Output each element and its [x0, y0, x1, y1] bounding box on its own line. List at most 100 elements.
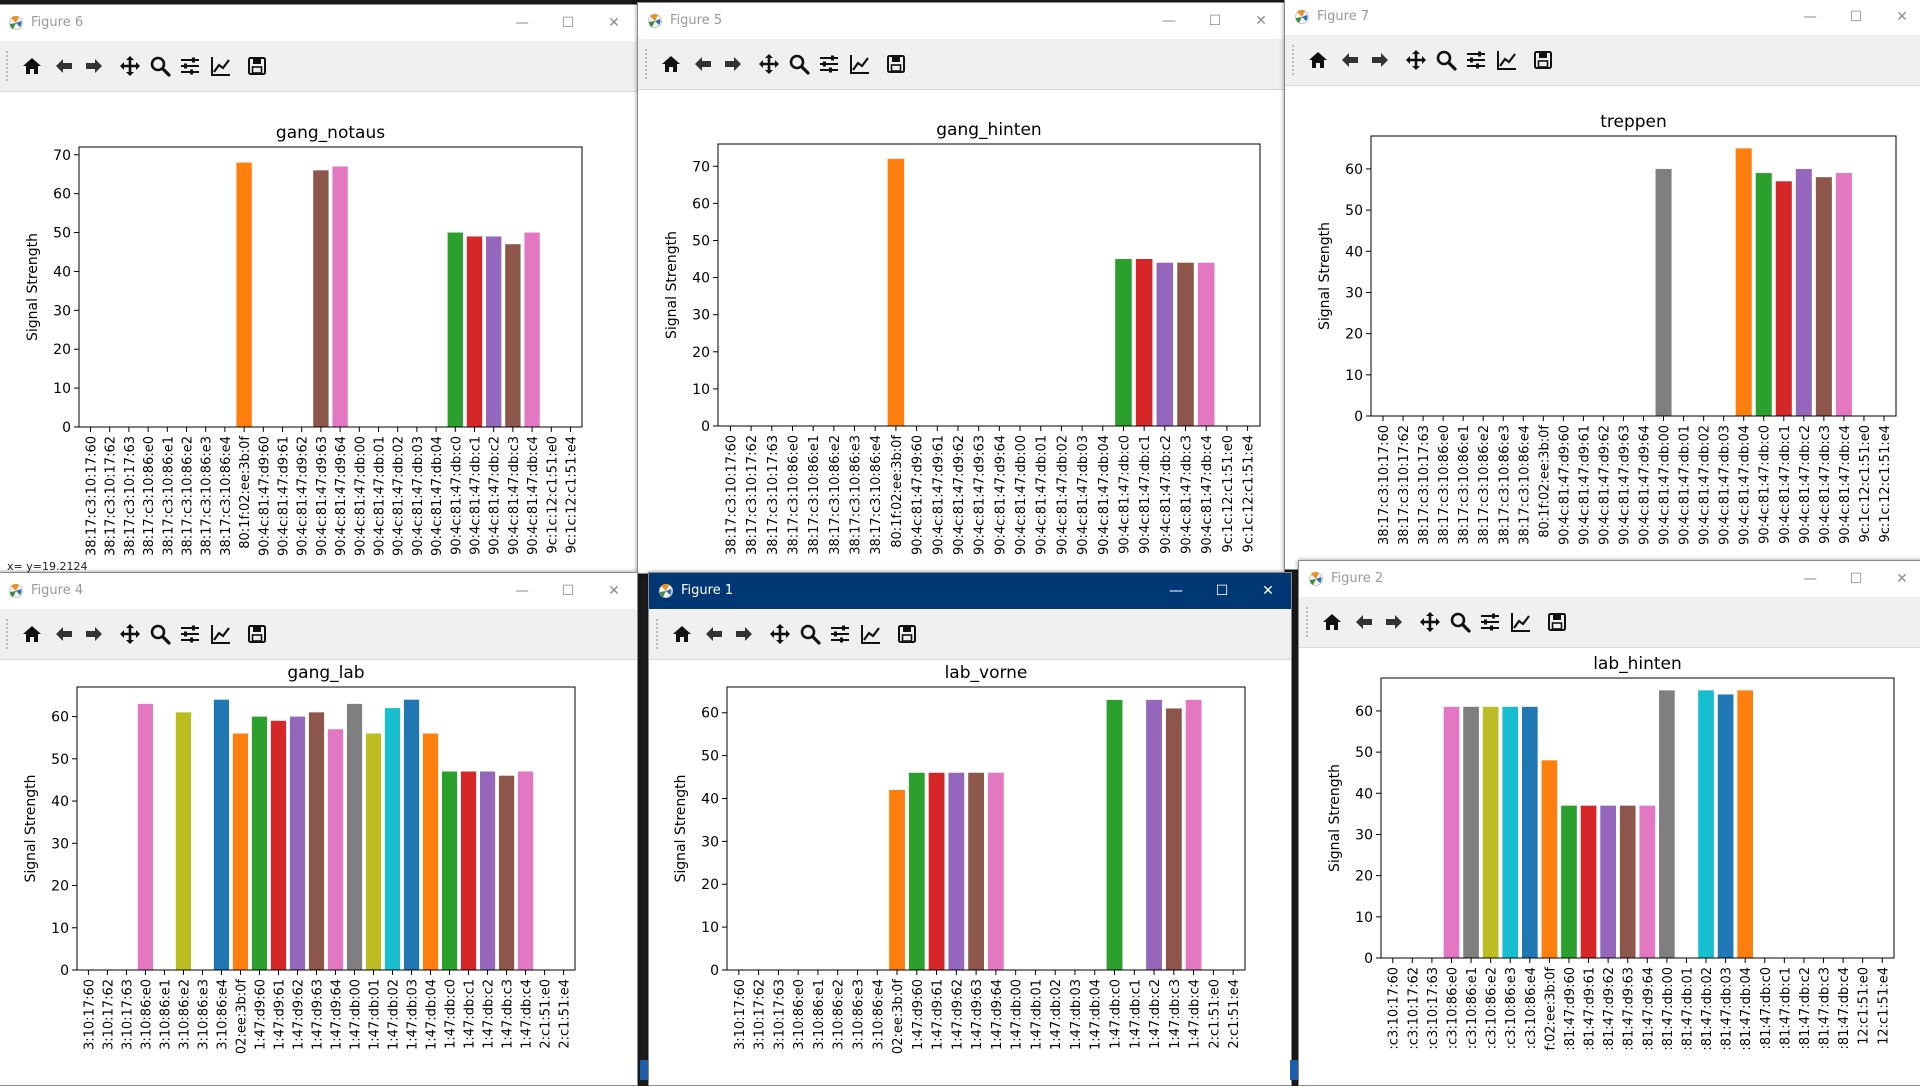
pan-move-button[interactable]	[756, 51, 782, 77]
maximize-button[interactable]: ☐	[1849, 9, 1863, 25]
x-tick-label: 90:4c:81:47:db:c3	[1180, 435, 1195, 554]
scrollbar[interactable]	[1290, 1060, 1298, 1080]
maximize-button[interactable]: ☐	[561, 583, 575, 599]
pan-move-button[interactable]	[1417, 609, 1443, 635]
toolbar-grip[interactable]	[1306, 607, 1311, 637]
title-bar[interactable]: Figure 4 — ☐ ✕	[0, 573, 637, 609]
title-bar[interactable]: Figure 5 — ☐ ✕	[638, 3, 1284, 39]
toolbar-grip[interactable]	[656, 619, 661, 649]
pan-move-button[interactable]	[117, 621, 143, 647]
maximize-button[interactable]: ☐	[1215, 583, 1229, 599]
x-tick-label: 1:47:db:00	[349, 979, 364, 1050]
forward-arrow-button[interactable]	[1367, 47, 1393, 73]
x-tick-label: :c3:10:86:e4	[1524, 967, 1539, 1049]
save-disk-button[interactable]	[883, 51, 909, 77]
configure-subplots-button[interactable]	[1477, 609, 1503, 635]
y-tick-label: 30	[51, 836, 69, 852]
home-button[interactable]	[19, 621, 45, 647]
back-arrow-button[interactable]	[701, 621, 727, 647]
back-arrow-button[interactable]	[690, 51, 716, 77]
home-button[interactable]	[1305, 47, 1331, 73]
close-button[interactable]: ✕	[1262, 583, 1274, 599]
home-button[interactable]	[669, 621, 695, 647]
forward-arrow-button[interactable]	[1381, 609, 1407, 635]
maximize-button[interactable]: ☐	[561, 15, 575, 31]
zoom-magnifier-button[interactable]	[797, 621, 823, 647]
bar	[441, 771, 458, 970]
home-button[interactable]	[19, 53, 45, 79]
edit-axis-icon	[1511, 613, 1530, 632]
toolbar-grip[interactable]	[6, 619, 11, 649]
x-tick-label: 90:4c:81:47:d9:62	[296, 436, 311, 556]
forward-arrow-button[interactable]	[81, 53, 107, 79]
edit-axis-button[interactable]	[1508, 609, 1534, 635]
home-button[interactable]	[1319, 609, 1345, 635]
close-button[interactable]: ✕	[608, 583, 620, 599]
x-tick-label: :81:47:db:c4	[1837, 967, 1852, 1050]
forward-arrow-button[interactable]	[731, 621, 757, 647]
x-tick-label: 1:47:d9:61	[272, 979, 287, 1050]
toolbar-grip[interactable]	[1292, 45, 1297, 75]
x-tick-label: 02:ee:3b:0f	[234, 979, 249, 1054]
toolbar-grip[interactable]	[645, 49, 650, 79]
save-disk-button[interactable]	[894, 621, 920, 647]
configure-subplots-button[interactable]	[827, 621, 853, 647]
zoom-magnifier-button[interactable]	[1447, 609, 1473, 635]
pan-move-button[interactable]	[117, 53, 143, 79]
save-disk-button[interactable]	[244, 53, 270, 79]
x-tick-label: :c3:10:17:60	[1387, 967, 1402, 1050]
home-button[interactable]	[658, 51, 684, 77]
title-bar[interactable]: Figure 1 — ☐ ✕	[649, 573, 1291, 609]
title-bar[interactable]: Figure 6 — ☐ ✕	[0, 5, 637, 41]
minimize-button[interactable]: —	[515, 15, 529, 31]
close-button[interactable]: ✕	[1896, 571, 1908, 587]
edit-axis-button[interactable]	[1494, 47, 1520, 73]
save-disk-button[interactable]	[244, 621, 270, 647]
configure-subplots-button[interactable]	[177, 53, 203, 79]
configure-subplots-button[interactable]	[816, 51, 842, 77]
pan-move-button[interactable]	[1403, 47, 1429, 73]
minimize-button[interactable]: —	[1169, 583, 1183, 599]
pan-move-button[interactable]	[767, 621, 793, 647]
minimize-button[interactable]: —	[515, 583, 529, 599]
back-arrow-button[interactable]	[1337, 47, 1363, 73]
x-tick-label: :c3:10:86:e0	[1445, 967, 1460, 1049]
back-arrow-button[interactable]	[1351, 609, 1377, 635]
zoom-magnifier-button[interactable]	[1433, 47, 1459, 73]
toolbar-grip[interactable]	[6, 51, 11, 81]
edit-axis-button[interactable]	[847, 51, 873, 77]
x-tick-label: :81:47:db:c1	[1778, 967, 1793, 1050]
x-tick-label: 80:1f:02:ee:3b:0f	[890, 435, 905, 548]
maximize-button[interactable]: ☐	[1208, 13, 1222, 29]
save-disk-button[interactable]	[1530, 47, 1556, 73]
configure-subplots-button[interactable]	[1463, 47, 1489, 73]
minimize-button[interactable]: —	[1162, 13, 1176, 29]
title-bar[interactable]: Figure 7 — ☐ ✕	[1285, 0, 1920, 35]
minimize-button[interactable]: —	[1803, 571, 1817, 587]
forward-arrow-button[interactable]	[81, 621, 107, 647]
zoom-magnifier-button[interactable]	[147, 621, 173, 647]
forward-arrow-icon	[736, 627, 752, 641]
bar	[327, 729, 344, 970]
zoom-magnifier-button[interactable]	[786, 51, 812, 77]
edit-axis-button[interactable]	[858, 621, 884, 647]
save-disk-icon	[887, 55, 905, 73]
forward-arrow-button[interactable]	[720, 51, 746, 77]
minimize-button[interactable]: —	[1803, 9, 1817, 25]
configure-subplots-button[interactable]	[177, 621, 203, 647]
back-arrow-button[interactable]	[51, 621, 77, 647]
edit-axis-button[interactable]	[208, 621, 234, 647]
close-button[interactable]: ✕	[1896, 9, 1908, 25]
close-button[interactable]: ✕	[608, 15, 620, 31]
back-arrow-button[interactable]	[51, 53, 77, 79]
home-icon	[673, 626, 691, 642]
save-disk-button[interactable]	[1544, 609, 1570, 635]
zoom-magnifier-button[interactable]	[147, 53, 173, 79]
close-button[interactable]: ✕	[1255, 13, 1267, 29]
title-bar[interactable]: Figure 2 — ☐ ✕	[1299, 561, 1920, 597]
maximize-button[interactable]: ☐	[1849, 571, 1863, 587]
navigation-toolbar	[0, 41, 637, 92]
figure-7-window: Figure 7 — ☐ ✕ 0 10 20 30 40 50 60 38:17:c3:10:17…	[1284, 0, 1920, 570]
edit-axis-button[interactable]	[208, 53, 234, 79]
scrollbar[interactable]	[640, 1060, 648, 1080]
